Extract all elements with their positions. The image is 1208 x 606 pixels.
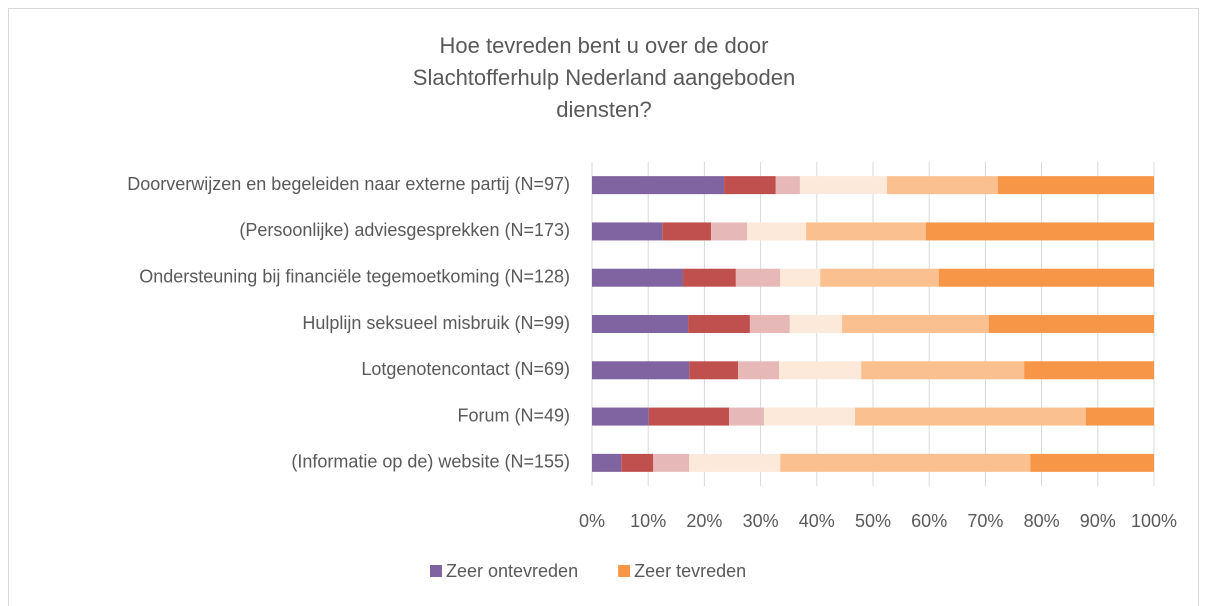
y-tick-label: Lotgenotencontact (N=69) (361, 359, 570, 379)
bar-segment (997, 176, 1154, 195)
x-tick-label: 100% (1131, 511, 1177, 531)
bar-segment (806, 222, 926, 241)
legend-swatch (430, 565, 442, 577)
chart-border (8, 8, 1199, 606)
x-tick-label: 0% (579, 511, 605, 531)
bar-segment (648, 407, 730, 426)
bar-segment (592, 176, 725, 195)
bar-segment (861, 361, 1025, 380)
bar-segment (1085, 407, 1154, 426)
bar-segment (653, 453, 690, 472)
bar-segment (1024, 361, 1154, 380)
bar-segment (592, 453, 622, 472)
bar-segment (592, 361, 690, 380)
bar-segment (747, 222, 807, 241)
bar-segment (855, 407, 1086, 426)
x-tick-label: 30% (743, 511, 779, 531)
x-tick-label: 70% (967, 511, 1003, 531)
y-tick-label: (Informatie op de) website (N=155) (291, 452, 570, 472)
x-tick-label: 20% (686, 511, 722, 531)
bar-segment (1030, 453, 1154, 472)
bar-segment (780, 268, 821, 287)
bar-segment (938, 268, 1154, 287)
bar-segment (592, 315, 689, 333)
bar-segment (779, 361, 862, 380)
bar-segment (799, 176, 888, 195)
bar-segment (842, 315, 989, 333)
bar-segment (780, 453, 1031, 472)
y-tick-label: Forum (N=49) (457, 405, 570, 425)
bar-segment (735, 268, 781, 287)
legend-label: Zeer tevreden (634, 561, 746, 581)
bar-segment (592, 222, 663, 241)
y-tick-label: Doorverwijzen en begeleiden naar externe… (127, 174, 570, 194)
y-tick-label: Ondersteuning bij financiële tegemoetkom… (139, 266, 570, 286)
bar-segment (887, 176, 998, 195)
bar-segment (729, 407, 764, 426)
bar-segment (683, 268, 736, 287)
bar-segment (711, 222, 748, 241)
y-tick-label: Hulplijn seksueel misbruik (N=99) (302, 313, 570, 333)
bar-segment (621, 453, 654, 472)
bar-segment (925, 222, 1154, 241)
bar-segment (763, 407, 856, 426)
bar-segment (688, 315, 750, 333)
bar-segment (689, 361, 739, 380)
bar-segment (749, 315, 790, 333)
chart-title: Hoe tevreden bent u over de door Slachto… (412, 33, 796, 122)
x-tick-label: 40% (799, 511, 835, 531)
legend-swatch (618, 565, 631, 577)
bar-segment (592, 268, 684, 287)
y-tick-label: (Persoonlijke) adviesgesprekken (N=173) (239, 220, 570, 240)
x-tick-label: 80% (1024, 511, 1060, 531)
bar-segment (775, 176, 800, 195)
bar-segment (738, 361, 780, 380)
bar-segment (724, 176, 776, 195)
x-tick-label: 50% (855, 511, 891, 531)
x-tick-label: 10% (630, 511, 666, 531)
bar-segment (592, 407, 649, 426)
x-tick-label: 60% (911, 511, 947, 531)
bar-segment (988, 315, 1154, 333)
bar-segment (662, 222, 712, 241)
x-tick-label: 90% (1080, 511, 1116, 531)
bar-segment (820, 268, 939, 287)
legend-label: Zeer ontevreden (446, 561, 578, 581)
bar-segment (689, 453, 781, 472)
bar-segment (789, 315, 843, 333)
